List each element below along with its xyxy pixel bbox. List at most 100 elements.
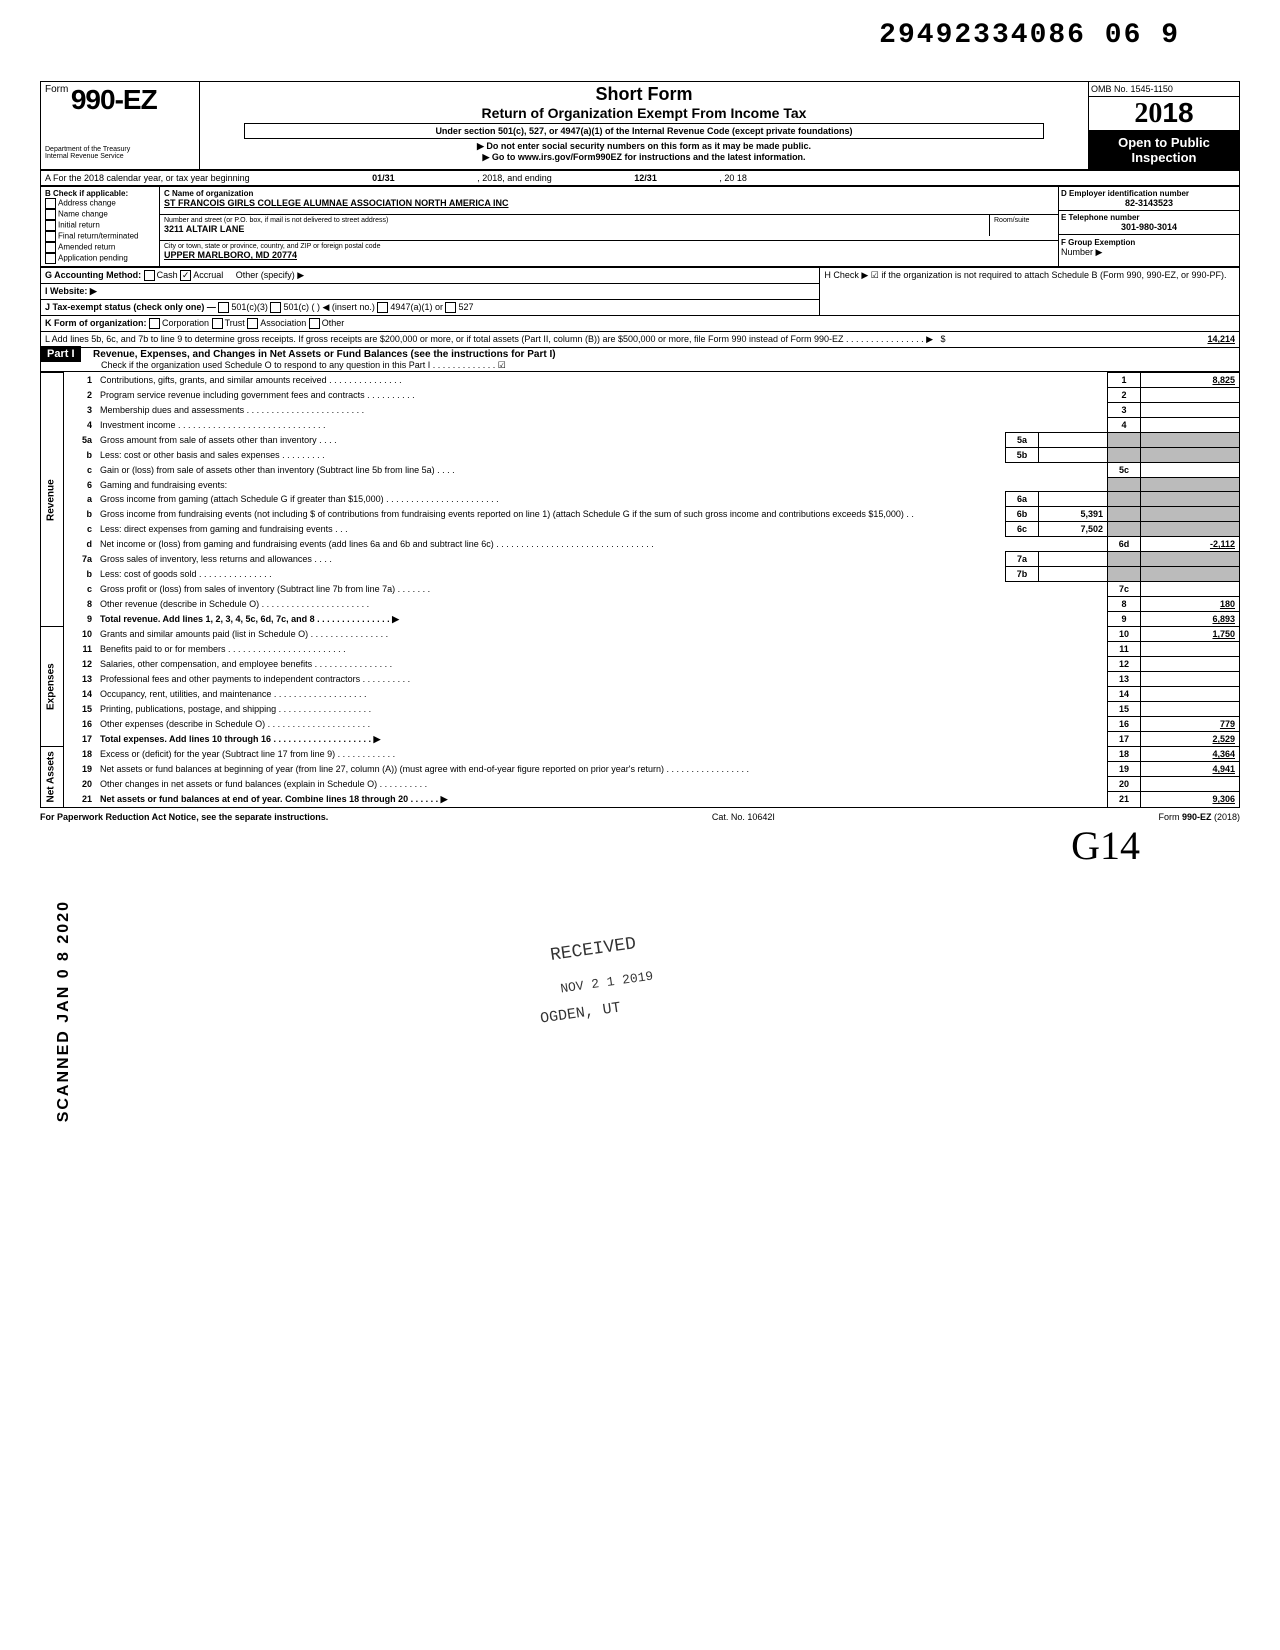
cb-name-change[interactable] [45, 209, 56, 220]
cb-trust[interactable] [212, 318, 223, 329]
cb-cash[interactable] [144, 270, 155, 281]
other-label: Other (specify) ▶ [236, 270, 304, 280]
org-name: ST FRANCOIS GIRLS COLLEGE ALUMNAE ASSOCI… [164, 198, 1054, 208]
cb-initial-return[interactable] [45, 220, 56, 231]
cb-label-1: Name change [58, 210, 108, 219]
line-box-num: 12 [1108, 657, 1141, 672]
inner-box-val: 5,391 [1039, 507, 1108, 522]
line-desc: Gross income from gaming (attach Schedul… [96, 492, 1006, 507]
line-desc: Net income or (loss) from gaming and fun… [96, 537, 1006, 552]
line-desc: Grants and similar amounts paid (list in… [96, 627, 1006, 642]
k-opt-2: Association [260, 318, 306, 328]
line-number: 6 [64, 478, 97, 492]
dept-treasury: Department of the Treasury [45, 146, 195, 153]
tax-begin: 01/31 [372, 173, 395, 183]
room-label: Room/suite [990, 215, 1059, 236]
cb-501c[interactable] [270, 302, 281, 313]
line-box-val [1141, 567, 1240, 582]
line-desc: Membership dues and assessments . . . . … [96, 403, 1006, 418]
line-box-val: -2,112 [1141, 537, 1240, 552]
document-number: 29492334086 06 9 [40, 20, 1240, 51]
cb-501c3[interactable] [218, 302, 229, 313]
org-city: UPPER MARLBORO, MD 20774 [164, 250, 1054, 260]
line-number: 20 [64, 777, 97, 792]
section-a-table: A For the 2018 calendar year, or tax yea… [40, 170, 1240, 186]
line-box-num: 10 [1108, 627, 1141, 642]
form-title-2: Return of Organization Exempt From Incom… [204, 105, 1084, 121]
line-number: c [64, 522, 97, 537]
inner-box-num: 5b [1006, 448, 1039, 463]
line-box-num [1108, 433, 1141, 448]
line-number: 18 [64, 747, 97, 762]
line-number: 14 [64, 687, 97, 702]
line-desc: Contributions, gifts, grants, and simila… [96, 373, 1006, 388]
line-box-val: 6,893 [1141, 612, 1240, 627]
line-box-num: 18 [1108, 747, 1141, 762]
section-f-label2: Number ▶ [1061, 247, 1102, 257]
line-box-val [1141, 388, 1240, 403]
line-desc: Salaries, other compensation, and employ… [96, 657, 1006, 672]
line-box-num [1108, 567, 1141, 582]
line-number: 10 [64, 627, 97, 642]
form-title-1: Short Form [204, 84, 1084, 105]
cb-corp[interactable] [149, 318, 160, 329]
line-box-val [1141, 463, 1240, 478]
signature: G14 [40, 822, 1240, 869]
line-desc: Total revenue. Add lines 1, 2, 3, 4, 5c,… [96, 612, 1006, 627]
tax-end-month: 12/31 [634, 173, 657, 183]
cb-app-pending[interactable] [45, 253, 56, 264]
line-box-val [1141, 433, 1240, 448]
year-suffix: 18 [1162, 97, 1193, 128]
line-number: 4 [64, 418, 97, 433]
line-number: 13 [64, 672, 97, 687]
cb-assoc[interactable] [247, 318, 258, 329]
cb-label-3: Final return/terminated [58, 232, 138, 241]
line-number: 5a [64, 433, 97, 448]
line-number: 9 [64, 612, 97, 627]
line-box-num: 11 [1108, 642, 1141, 657]
vert-label: Revenue [41, 373, 64, 627]
cb-527[interactable] [445, 302, 456, 313]
line-box-val: 4,941 [1141, 762, 1240, 777]
line-box-val [1141, 672, 1240, 687]
inner-box-val [1039, 433, 1108, 448]
line-box-val [1141, 478, 1240, 492]
cb-other-org[interactable] [309, 318, 320, 329]
line-box-val [1141, 492, 1240, 507]
line-number: 3 [64, 403, 97, 418]
cb-address-change[interactable] [45, 198, 56, 209]
line-desc: Excess or (deficit) for the year (Subtra… [96, 747, 1006, 762]
cb-final-return[interactable] [45, 231, 56, 242]
line-box-val: 9,306 [1141, 792, 1240, 808]
inner-box-val [1039, 492, 1108, 507]
line-box-num: 17 [1108, 732, 1141, 747]
j-opt-3: 527 [458, 302, 473, 312]
j-insert: ) ◀ (insert no.) [317, 302, 375, 312]
section-a-text: A For the 2018 calendar year, or tax yea… [45, 173, 250, 183]
open-public-2: Inspection [1093, 150, 1235, 165]
cb-4947[interactable] [377, 302, 388, 313]
line-desc: Net assets or fund balances at beginning… [96, 762, 1006, 777]
line-box-num: 2 [1108, 388, 1141, 403]
stamp-scanned: SCANNED JAN 0 8 2020 [55, 900, 73, 1122]
inner-box-val [1039, 552, 1108, 567]
line-number: 11 [64, 642, 97, 657]
form-subtitle: Under section 501(c), 527, or 4947(a)(1)… [244, 123, 1044, 139]
section-d-label: D Employer identification number [1061, 189, 1237, 198]
line-box-num [1108, 507, 1141, 522]
open-public-1: Open to Public [1093, 135, 1235, 150]
inner-box-num: 6a [1006, 492, 1039, 507]
stamp-ogden: OGDEN, UT [539, 999, 622, 1027]
line-box-val: 2,529 [1141, 732, 1240, 747]
line-desc: Professional fees and other payments to … [96, 672, 1006, 687]
section-i-label: I Website: ▶ [45, 286, 97, 296]
line-box-val [1141, 702, 1240, 717]
line-desc: Program service revenue including govern… [96, 388, 1006, 403]
section-c-label: C Name of organization [164, 189, 1054, 198]
part1-header-table: Part I Revenue, Expenses, and Changes in… [40, 348, 1240, 372]
cb-amended[interactable] [45, 242, 56, 253]
accrual-label: Accrual [193, 270, 223, 280]
cb-accrual[interactable] [180, 270, 191, 281]
line-box-num: 16 [1108, 717, 1141, 732]
ein-value: 82-3143523 [1061, 198, 1237, 208]
